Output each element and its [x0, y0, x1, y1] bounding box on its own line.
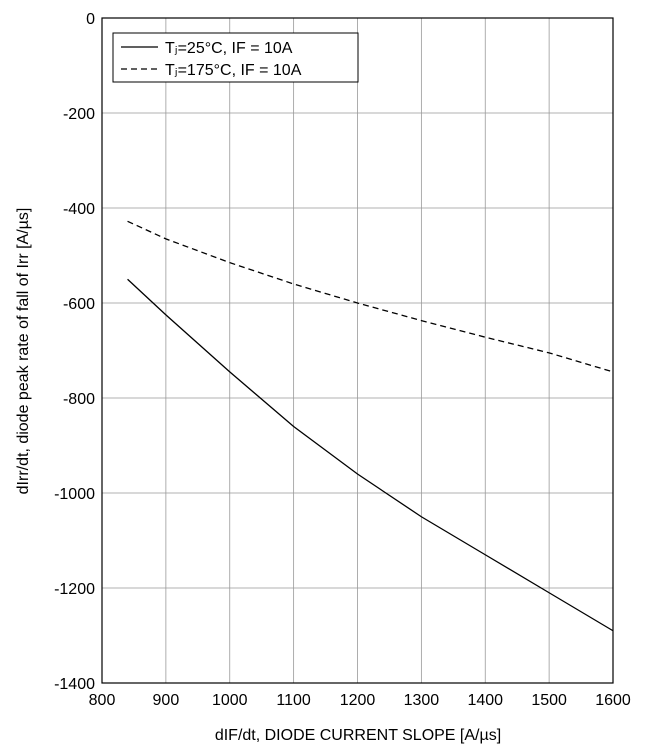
- legend-label: Tⱼ=25°C, IF = 10A: [165, 40, 293, 57]
- y-tick-label: -400: [63, 201, 95, 218]
- x-tick-label: 900: [153, 692, 180, 709]
- y-tick-label: 0: [86, 11, 95, 28]
- x-tick-label: 1300: [404, 692, 440, 709]
- y-tick-label: -800: [63, 391, 95, 408]
- y-tick-label: -1200: [54, 581, 95, 598]
- plot-frame: [101, 17, 614, 684]
- x-axis-label: dIF/dt, DIODE CURRENT SLOPE [A/µs]: [215, 727, 501, 744]
- x-tick-label: 800: [89, 692, 116, 709]
- legend-label: Tⱼ=175°C, IF = 10A: [165, 62, 302, 79]
- y-tick-label: -1000: [54, 486, 95, 503]
- y-tick-label: -200: [63, 106, 95, 123]
- y-tick-label: -600: [63, 296, 95, 313]
- x-tick-label: 1600: [595, 692, 631, 709]
- x-tick-label: 1400: [467, 692, 503, 709]
- x-tick-label: 1200: [340, 692, 376, 709]
- x-tick-label: 1500: [531, 692, 567, 709]
- legend-box: [112, 32, 359, 83]
- y-axis-label: dIrr/dt, diode peak rate of fall of Irr …: [15, 208, 32, 495]
- y-tick-label: -1400: [54, 676, 95, 693]
- x-tick-label: 1100: [276, 692, 311, 709]
- data-line: [127, 278, 614, 632]
- data-line: [127, 220, 614, 373]
- x-tick-label: 1000: [212, 692, 248, 709]
